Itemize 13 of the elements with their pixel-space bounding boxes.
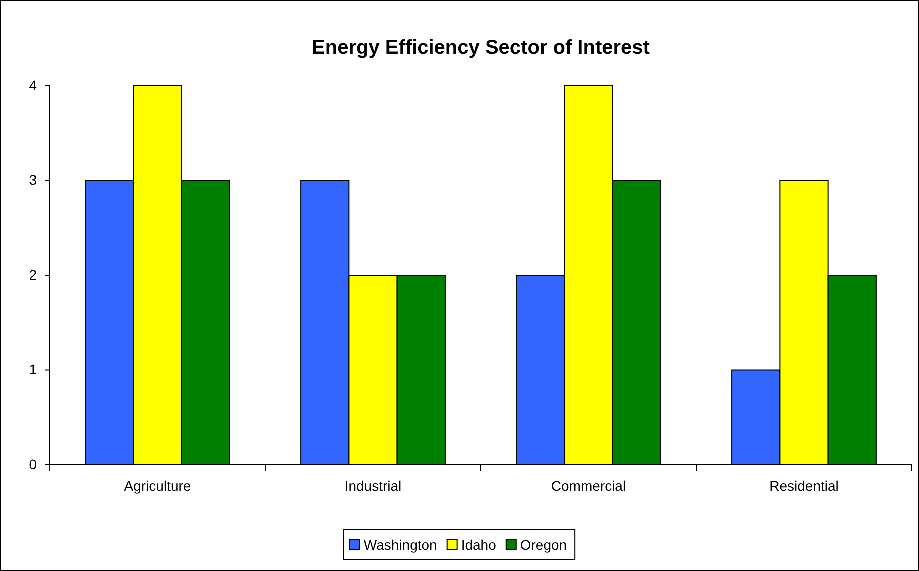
x-tick-label: Commercial — [551, 478, 626, 494]
y-tick-label: 4 — [29, 77, 38, 94]
x-tick-label: Industrial — [344, 478, 402, 494]
x-tick-label: Agriculture — [124, 478, 192, 494]
legend-label: Idaho — [461, 537, 497, 553]
y-tick-label: 0 — [29, 456, 38, 472]
legend-label: Washington — [364, 537, 438, 553]
legend-label: Oregon — [520, 537, 568, 553]
chart-title: Energy Efficiency Sector of Interest — [312, 37, 650, 59]
x-tick-label: Residential — [770, 478, 839, 494]
y-tick-label: 1 — [29, 362, 38, 378]
y-tick-label: 2 — [29, 266, 38, 283]
y-tick-label: 3 — [29, 172, 38, 188]
